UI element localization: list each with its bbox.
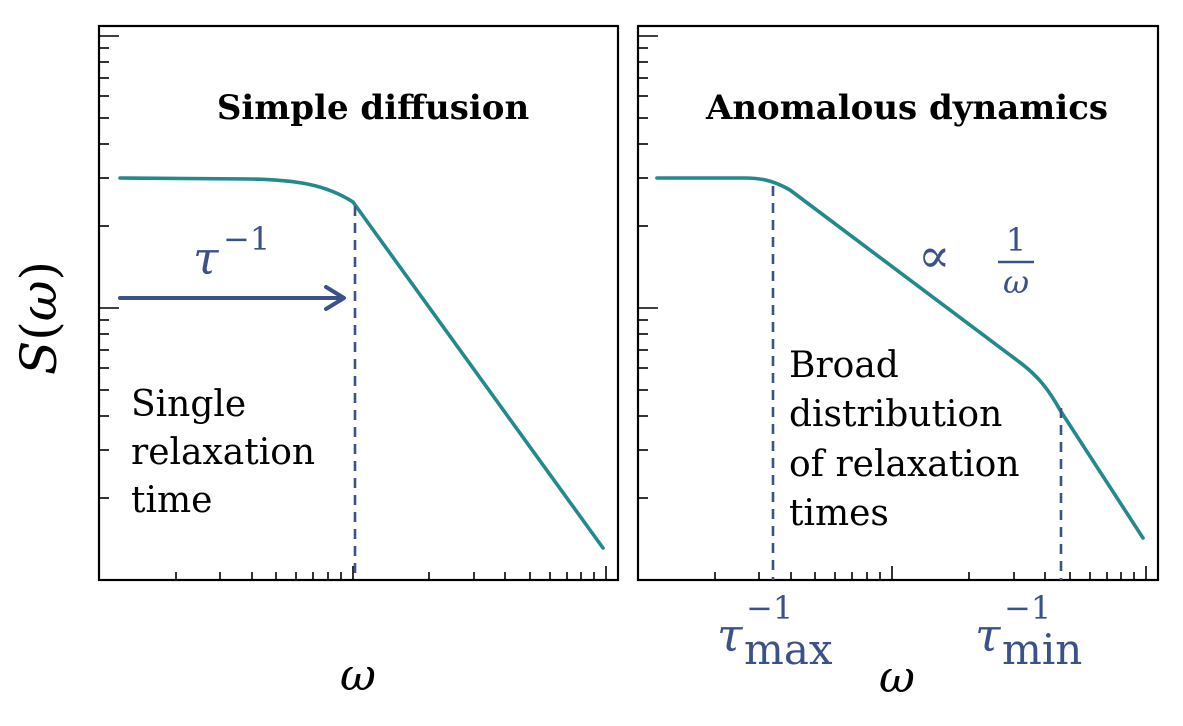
right-annotation-line: distribution bbox=[789, 394, 1002, 435]
proportional-symbol: ∝ bbox=[918, 228, 950, 284]
right-x-axis-label: ω bbox=[879, 652, 915, 703]
y-label-omega: ω bbox=[10, 280, 68, 321]
left-annotation-line: relaxation bbox=[131, 432, 315, 473]
y-label-s: S bbox=[10, 341, 68, 375]
left-x-axis-label: ω bbox=[340, 650, 376, 701]
tau-min-symbol: τ bbox=[975, 608, 1002, 662]
left-spectrum-curve bbox=[118, 176, 605, 550]
tau-max-subscript: max bbox=[744, 625, 833, 674]
left-annotation-line: time bbox=[131, 480, 212, 521]
left-annotation-line: Single bbox=[131, 384, 246, 425]
right-plot-frame bbox=[636, 24, 1160, 582]
right-annotation-line: Broad bbox=[789, 345, 899, 386]
tau-max-symbol: τ bbox=[717, 608, 744, 662]
left-y-ticks bbox=[99, 35, 119, 581]
right-y-ticks bbox=[638, 35, 658, 581]
right-panel: Anomalous dynamics ∝ 1 ω Broad distribut… bbox=[636, 24, 1160, 674]
tau-min-subscript: min bbox=[1002, 625, 1082, 674]
tau-min-exponent: −1 bbox=[1004, 589, 1051, 627]
right-spectrum-curve bbox=[655, 176, 1145, 540]
right-annotation-line: times bbox=[789, 493, 889, 534]
y-axis-label: S(ω) bbox=[10, 261, 68, 375]
fraction-denominator: ω bbox=[1003, 263, 1029, 301]
right-x-ticks bbox=[637, 566, 1147, 580]
y-label-paren-open: ( bbox=[10, 321, 68, 341]
fraction-numerator: 1 bbox=[1006, 221, 1026, 259]
tau-max-exponent: −1 bbox=[746, 589, 793, 627]
left-plot-frame bbox=[97, 24, 620, 582]
y-label-paren-close: ) bbox=[10, 261, 68, 281]
arrow-head-icon bbox=[324, 285, 346, 311]
left-tau-exponent: −1 bbox=[223, 220, 270, 258]
left-x-ticks bbox=[98, 566, 607, 580]
right-panel-title: Anomalous dynamics bbox=[705, 88, 1108, 128]
left-panel-title: Simple diffusion bbox=[217, 88, 529, 128]
right-annotation-line: of relaxation bbox=[789, 444, 1020, 485]
svg-text:S(ω): S(ω) bbox=[10, 261, 68, 375]
left-panel: Simple diffusion τ −1 Single relaxation … bbox=[97, 24, 620, 582]
left-tau-symbol: τ bbox=[193, 231, 220, 285]
